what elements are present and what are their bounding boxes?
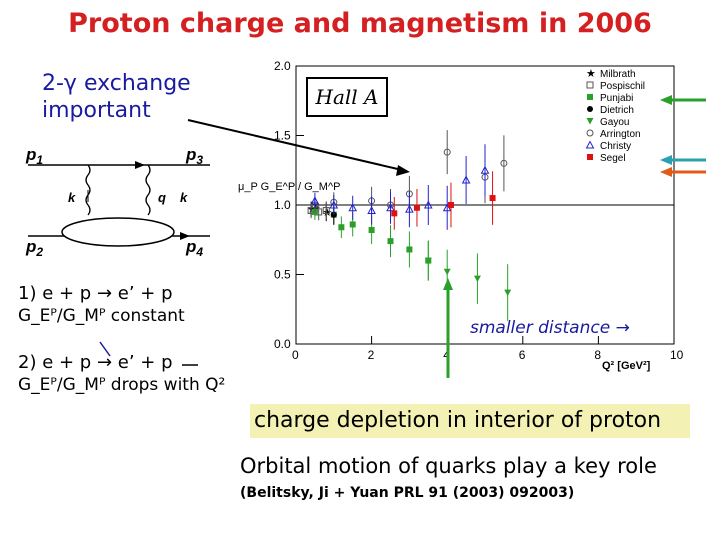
photon-line-right: [145, 164, 151, 216]
legend-arrowhead-green: [660, 95, 672, 105]
reaction-1: 1) e + p → e’ + p: [18, 283, 173, 304]
x-tick-label-3: 6: [519, 348, 526, 362]
legend-label-4: Gayou: [600, 117, 629, 128]
ratio-2: G_Eᴾ/G_Mᴾ drops with Q²: [18, 375, 226, 395]
data-point: [329, 200, 339, 209]
data-point: [443, 148, 451, 156]
series-6: [310, 144, 490, 230]
data-point: [348, 203, 358, 212]
data-point: [367, 206, 376, 215]
y-tick-label-2: 1.0: [274, 198, 291, 212]
legend-marker-5: [586, 129, 594, 137]
legend-label-0: Milbrath: [600, 69, 636, 80]
ratio-1: G_Eᴾ/G_Mᴾ constant: [18, 306, 185, 326]
legend-label-1: Pospischil: [600, 81, 645, 92]
data-point: [322, 207, 330, 215]
legend: ★ MilbrathPospischilPunjabiDietrichGayouA…: [585, 68, 645, 164]
hall-a-label: Hall A: [306, 77, 388, 117]
photon-line-left: [85, 164, 91, 216]
x-axis-label: Q² [GeV²]: [602, 360, 651, 372]
legend-label-2: Punjabi: [600, 93, 633, 104]
pointer-arrowhead-green: [443, 278, 453, 290]
data-point: [447, 202, 454, 208]
pointer-arrow-black: [187, 119, 403, 171]
data-point: [443, 268, 451, 276]
x-tick-label-4: 8: [594, 348, 601, 362]
legend-marker-7: [587, 154, 593, 160]
pointer-arrowhead-black: [396, 165, 410, 176]
data-point: [386, 203, 395, 212]
x-tick-label-0: 0: [292, 348, 299, 362]
data-point: [473, 275, 481, 283]
label-p2: p2: [25, 237, 43, 259]
label-k-right: k: [180, 190, 188, 205]
legend-arrowhead-orange: [660, 167, 672, 177]
vector-arrow-p: [99, 341, 111, 357]
y-axis-label: μ_P G_E^P / G_M^P: [238, 181, 340, 193]
label-p1: p1: [25, 145, 43, 167]
data-point: ★: [322, 207, 332, 219]
x-tick-label-5: 10: [670, 348, 684, 362]
label-p4: p4: [185, 237, 203, 259]
legend-arrowhead-teal: [660, 155, 672, 165]
reaction-2: 2) e + p → e’ + p: [18, 352, 173, 373]
feynman-diagram: p1 p3 p2 p4 k q k: [25, 145, 210, 259]
legend-label-3: Dietrich: [600, 105, 634, 116]
label-k-left: k: [68, 190, 76, 205]
legend-marker-6: [585, 140, 595, 149]
orbital-motion-note: Orbital motion of quarks play a key role: [240, 454, 657, 478]
hadron-blob: [61, 217, 175, 247]
data-point: [368, 227, 375, 234]
series-7: [391, 171, 496, 230]
exchange-note-line2: important: [42, 98, 151, 123]
data-point: [387, 238, 394, 245]
legend-label-6: Christy: [600, 141, 631, 152]
exchange-note-line1: 2-γ exchange: [42, 71, 191, 96]
data-point: [338, 224, 345, 231]
exchange-note: 2-γ exchange important: [42, 70, 191, 124]
data-point: [413, 204, 420, 211]
arrow-bottom-right-icon: [180, 232, 190, 240]
citation: (Belitsky, Ji + Yuan PRL 91 (2003) 09200…: [240, 485, 575, 501]
data-point: [424, 257, 432, 265]
legend-label-7: Segel: [600, 153, 626, 164]
label-q: q: [158, 190, 166, 205]
data-point: [489, 195, 496, 202]
legend-marker-4: [586, 118, 594, 125]
legend-marker-2: [587, 94, 593, 100]
legend-marker-1: [586, 81, 594, 89]
label-p3: p3: [185, 145, 203, 167]
data-point: [461, 175, 471, 184]
page-title: Proton charge and magnetism in 2006: [68, 8, 652, 39]
y-tick-label-4: 2.0: [274, 60, 291, 73]
y-tick-label-0: 0.0: [274, 337, 291, 351]
x-tick-label-1: 2: [368, 348, 375, 362]
data-point: [480, 165, 490, 174]
data-point: [391, 210, 398, 217]
legend-marker-0: ★: [586, 68, 596, 80]
y-tick-label-1: 0.5: [274, 268, 291, 282]
legend-label-5: Arrington: [600, 129, 641, 140]
data-point: [405, 204, 414, 213]
data-point: [406, 246, 413, 253]
data-point: [349, 221, 356, 228]
legend-marker-3: [587, 106, 593, 112]
charge-depletion-note: charge depletion in interior of proton: [250, 404, 690, 438]
smaller-distance-note: smaller distance →: [470, 318, 630, 338]
data-point: [310, 196, 320, 205]
data-point: [504, 289, 512, 297]
arrow-top-icon: [135, 161, 145, 169]
data-point: [500, 159, 508, 167]
series-4: [424, 240, 512, 321]
data-marks: ★★★: [307, 130, 512, 321]
data-point: [423, 200, 433, 209]
y-tick-label-3: 1.5: [274, 129, 291, 143]
